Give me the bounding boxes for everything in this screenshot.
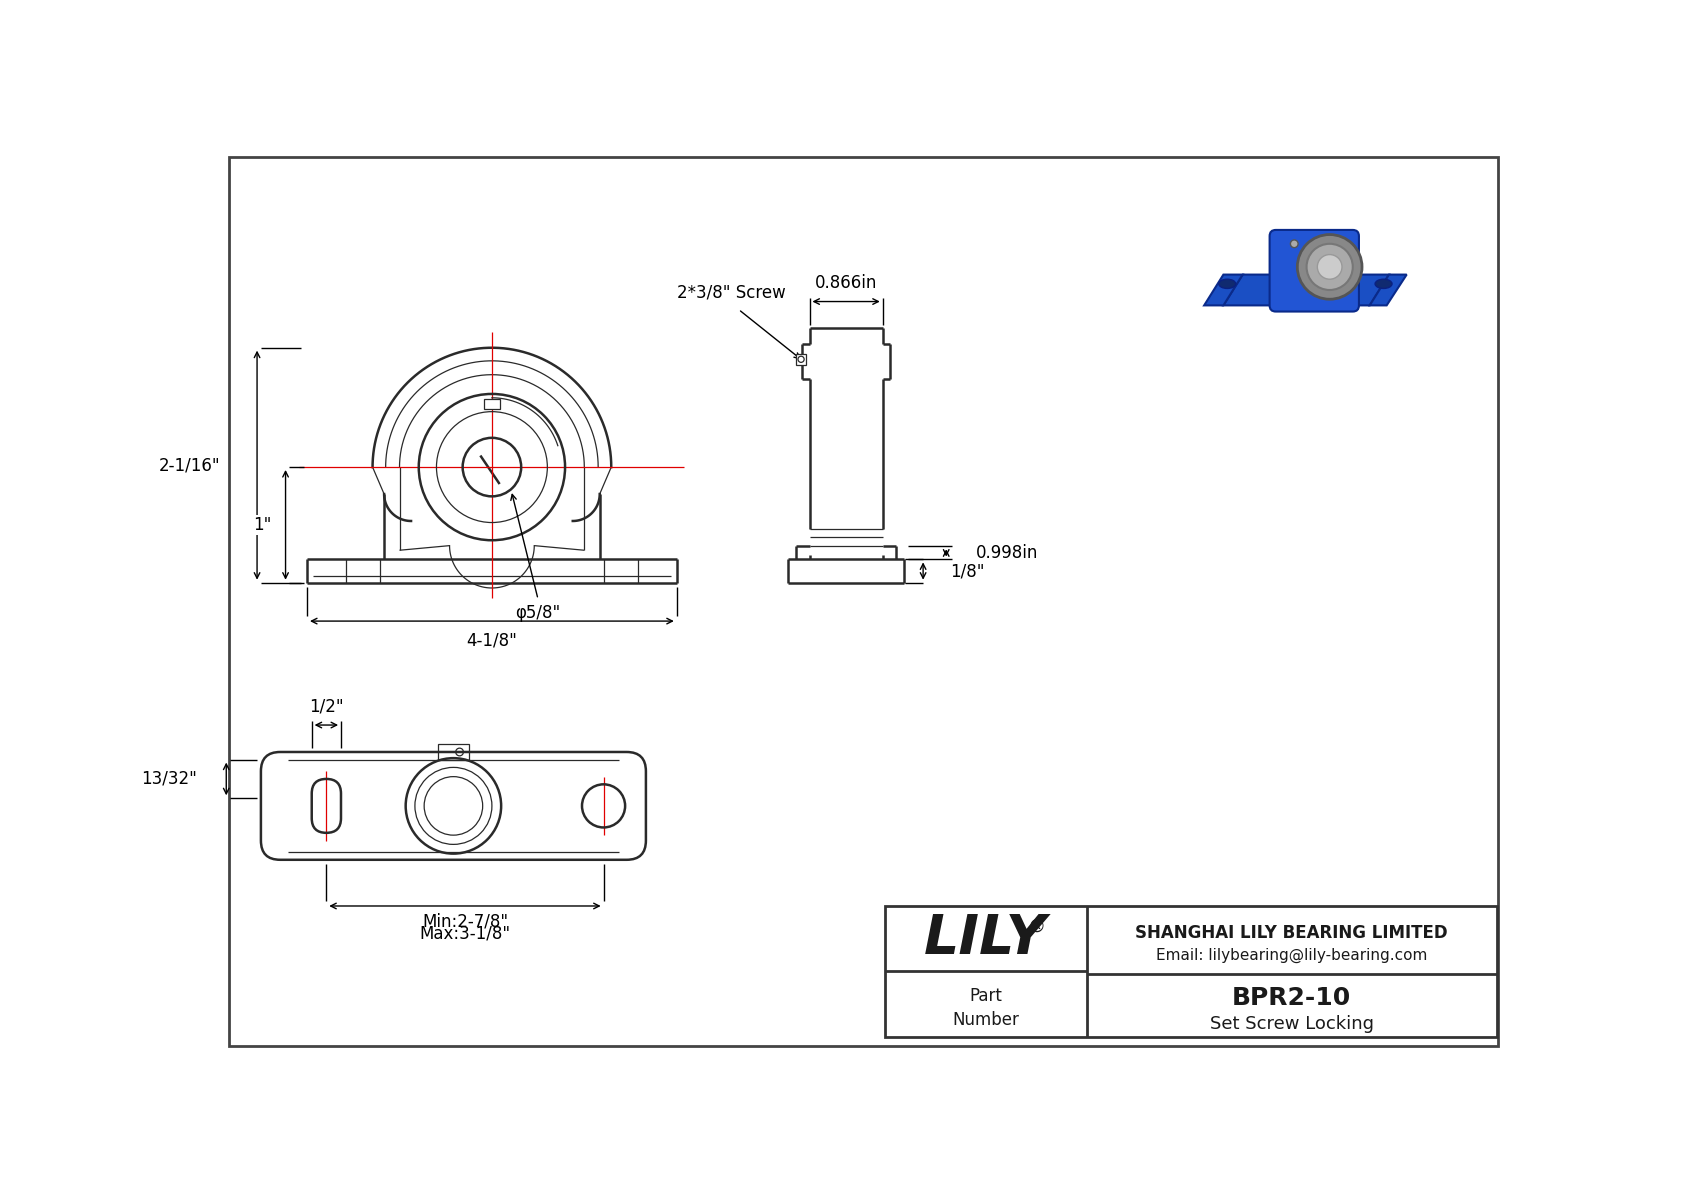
Text: ®: ® — [1027, 917, 1046, 935]
Text: 4-1/8": 4-1/8" — [466, 632, 517, 650]
Circle shape — [1307, 244, 1352, 289]
Text: Min:2-7/8": Min:2-7/8" — [423, 912, 509, 930]
Text: Max:3-1/8": Max:3-1/8" — [419, 924, 510, 942]
Text: Set Screw Locking: Set Screw Locking — [1209, 1015, 1374, 1033]
Text: 0.998in: 0.998in — [975, 544, 1037, 562]
Bar — [485, 399, 500, 410]
Text: Email: lilybearing@lily-bearing.com: Email: lilybearing@lily-bearing.com — [1155, 948, 1428, 964]
Polygon shape — [1204, 275, 1243, 305]
Text: 0.866in: 0.866in — [815, 274, 877, 292]
Polygon shape — [1369, 275, 1406, 305]
Bar — [884, 906, 1497, 1037]
Circle shape — [1297, 235, 1362, 299]
Ellipse shape — [1376, 279, 1393, 288]
Bar — [438, 744, 468, 760]
Text: 2*3/8" Screw: 2*3/8" Screw — [677, 283, 785, 301]
Circle shape — [798, 356, 805, 362]
Text: 13/32": 13/32" — [141, 769, 197, 788]
Bar — [795, 354, 807, 364]
Text: SHANGHAI LILY BEARING LIMITED: SHANGHAI LILY BEARING LIMITED — [1135, 924, 1448, 942]
Text: φ5/8": φ5/8" — [515, 604, 561, 622]
Text: 1/8": 1/8" — [950, 562, 985, 580]
Text: LILY: LILY — [925, 912, 1047, 966]
Text: Part
Number: Part Number — [951, 987, 1019, 1029]
Text: BPR2-10: BPR2-10 — [1233, 986, 1351, 1010]
FancyBboxPatch shape — [1270, 230, 1359, 312]
Text: 1": 1" — [253, 516, 271, 534]
Circle shape — [1317, 255, 1342, 279]
Circle shape — [1290, 239, 1298, 248]
Text: 1/2": 1/2" — [310, 698, 344, 716]
Text: 2-1/16": 2-1/16" — [158, 456, 221, 474]
Ellipse shape — [1219, 279, 1236, 288]
Polygon shape — [1223, 275, 1389, 305]
